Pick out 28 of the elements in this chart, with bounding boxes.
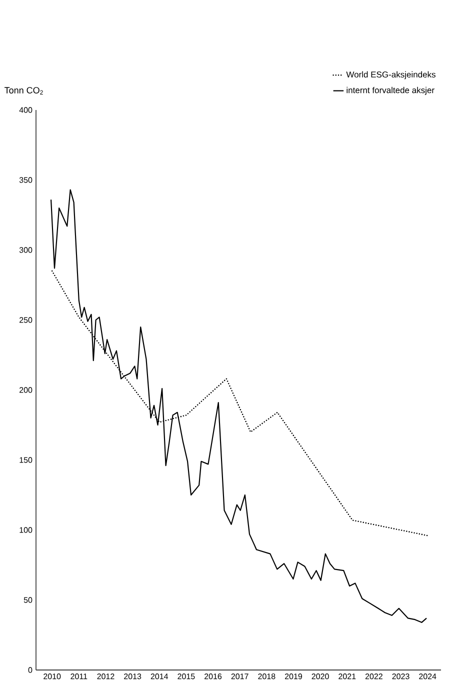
x-tick-label: 2013 [124, 674, 142, 680]
y-tick-label: 250 [20, 317, 32, 323]
x-tick-label: 2011 [70, 674, 88, 680]
y-tick-label: 400 [19, 107, 32, 113]
y-axis-title: Tonn CO$_{2}$ [4, 87, 43, 94]
x-tick-label: 2024 [419, 674, 436, 680]
x-tick-label: 2023 [392, 674, 410, 680]
x-tick-label: 2021 [338, 674, 356, 680]
x-tick-label: 2020 [312, 674, 329, 680]
x-tick-label: 2022 [365, 674, 382, 680]
legend-label: World ESG-aksjeindeks [346, 71, 436, 80]
x-tick-label: 2010 [44, 674, 61, 680]
y-tick-label: 0 [28, 667, 32, 673]
y-tick-label: 350 [19, 177, 32, 183]
y-tick-label: 50 [24, 597, 32, 603]
x-tick-label: 2014 [150, 674, 168, 680]
x-tick-label: 2016 [204, 674, 222, 680]
y-tick-label: 100 [20, 527, 32, 533]
x-tick-label: 2018 [258, 674, 276, 680]
x-tick-label: 2015 [178, 674, 195, 680]
x-tick-label: 2012 [97, 674, 114, 680]
y-tick-label: 150 [20, 457, 32, 463]
legend-label: internt forvaltede aksjer [346, 86, 434, 95]
y-tick-label: 200 [20, 387, 32, 393]
y-tick-label: 300 [19, 247, 32, 253]
line-series [50, 189, 428, 623]
x-tick-label: 2019 [284, 674, 302, 680]
x-tick-label: 2017 [231, 674, 248, 680]
